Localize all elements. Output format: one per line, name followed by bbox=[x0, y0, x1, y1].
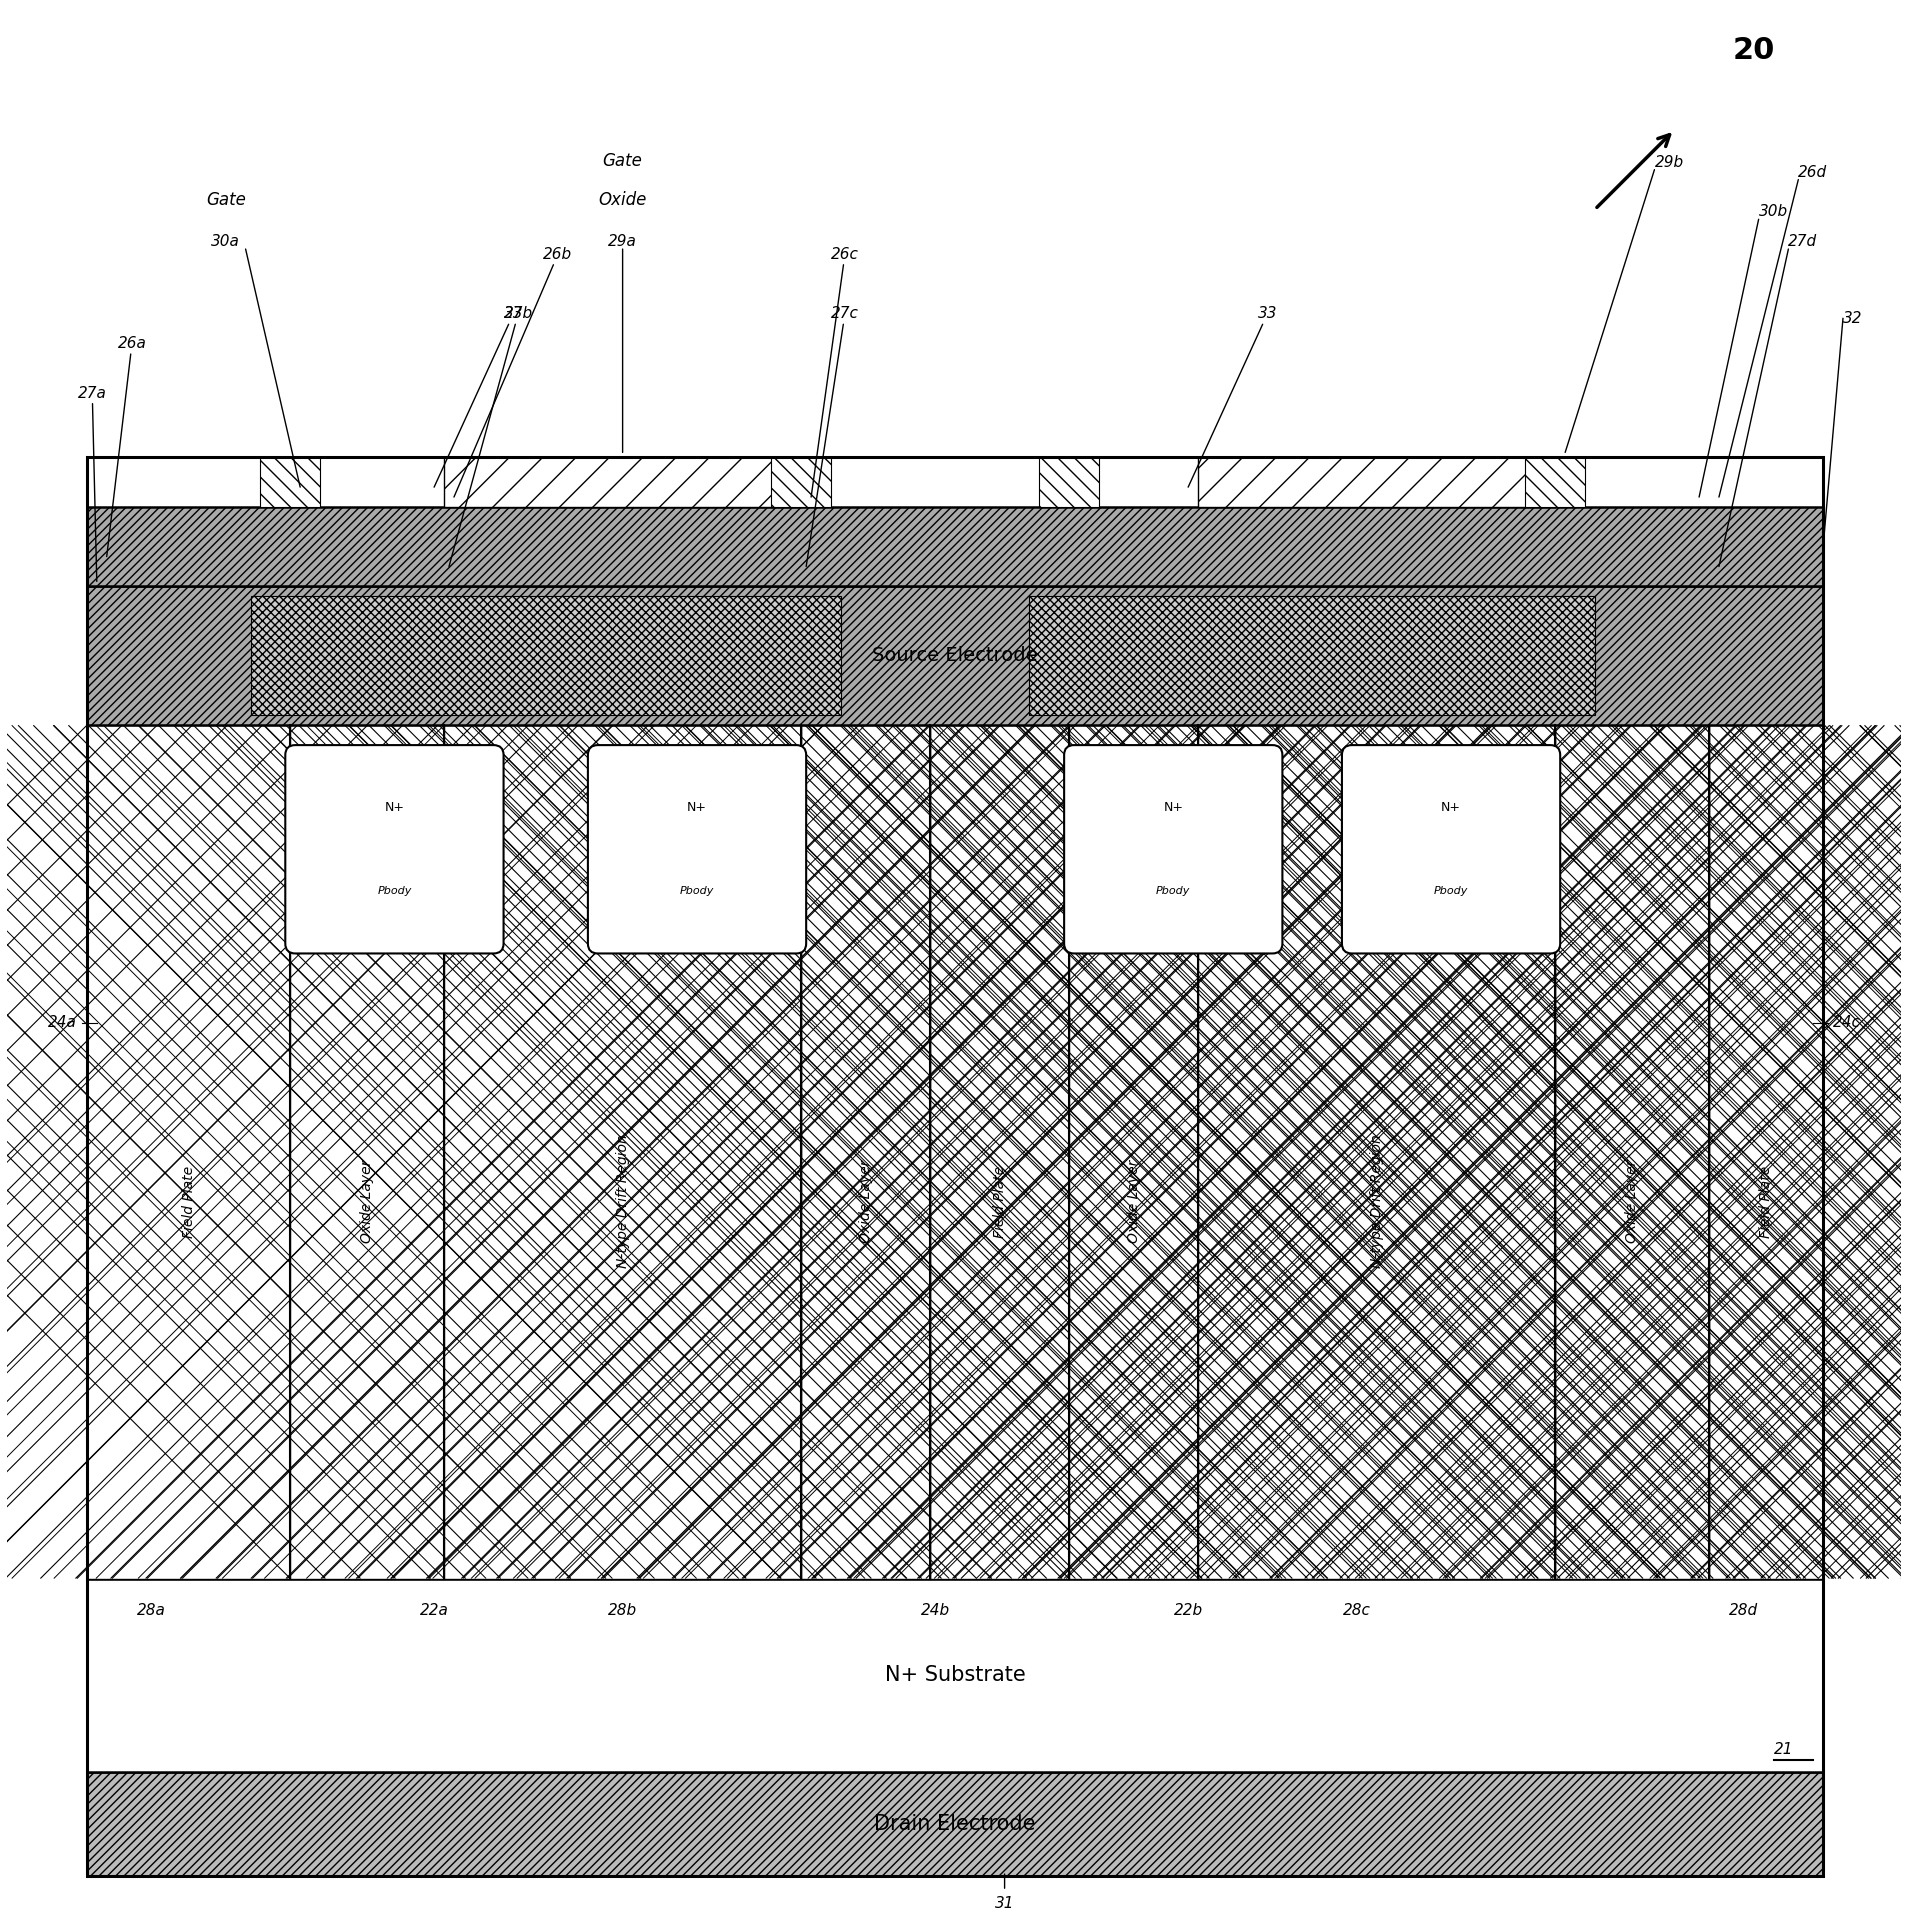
Bar bbox=[290, 726, 444, 1578]
Text: Pbody: Pbody bbox=[679, 887, 713, 896]
FancyBboxPatch shape bbox=[587, 745, 807, 954]
Text: 28c: 28c bbox=[1343, 1603, 1369, 1619]
Text: N+: N+ bbox=[1440, 801, 1461, 814]
Bar bbox=[261, 457, 320, 506]
Bar bbox=[88, 457, 1823, 1877]
Text: Pbody: Pbody bbox=[378, 887, 412, 896]
Text: 27c: 27c bbox=[807, 306, 858, 566]
Text: 31: 31 bbox=[994, 1896, 1015, 1911]
Text: 28a: 28a bbox=[137, 1603, 166, 1619]
Bar bbox=[931, 726, 1068, 1578]
Text: 21: 21 bbox=[1774, 1743, 1793, 1756]
Bar bbox=[1039, 457, 1098, 506]
Text: 24a: 24a bbox=[48, 1015, 76, 1030]
Bar bbox=[290, 726, 444, 1578]
Text: Oxide: Oxide bbox=[599, 191, 646, 210]
Text: Oxide Layer: Oxide Layer bbox=[858, 1160, 871, 1244]
Text: Pbody: Pbody bbox=[1434, 887, 1468, 896]
Bar bbox=[770, 457, 831, 506]
Text: 26b: 26b bbox=[454, 247, 572, 497]
Bar bbox=[1554, 726, 1709, 1578]
Text: N+ Substrate: N+ Substrate bbox=[885, 1664, 1024, 1686]
Bar bbox=[250, 596, 841, 715]
Bar bbox=[1030, 596, 1594, 715]
Text: 26c: 26c bbox=[810, 247, 858, 497]
Text: 26a: 26a bbox=[107, 336, 147, 556]
Bar bbox=[801, 726, 931, 1578]
Bar bbox=[1554, 726, 1709, 1578]
Bar bbox=[444, 726, 801, 1578]
Text: N-type Drift Region: N-type Drift Region bbox=[1369, 1135, 1383, 1269]
Bar bbox=[1709, 726, 1823, 1578]
FancyBboxPatch shape bbox=[1341, 745, 1560, 954]
Text: Field Plate: Field Plate bbox=[1758, 1166, 1772, 1238]
Text: 30b: 30b bbox=[1758, 204, 1787, 220]
Text: 24b: 24b bbox=[919, 1603, 950, 1619]
Text: N+: N+ bbox=[1163, 801, 1182, 814]
Text: 29a: 29a bbox=[608, 233, 637, 248]
Text: Drain Electrode: Drain Electrode bbox=[873, 1814, 1036, 1835]
Text: Field Plate: Field Plate bbox=[181, 1166, 195, 1238]
Text: Gate: Gate bbox=[603, 151, 643, 170]
Bar bbox=[801, 726, 931, 1578]
Text: N+: N+ bbox=[383, 801, 404, 814]
Text: 30a: 30a bbox=[212, 233, 240, 248]
Text: Oxide Layer: Oxide Layer bbox=[360, 1160, 374, 1244]
Bar bbox=[88, 726, 290, 1578]
Bar bbox=[444, 457, 801, 506]
Bar bbox=[1198, 726, 1554, 1578]
Bar bbox=[1198, 457, 1554, 506]
FancyBboxPatch shape bbox=[1064, 745, 1282, 954]
Text: 27b: 27b bbox=[448, 306, 532, 566]
Text: Oxide Layer: Oxide Layer bbox=[1625, 1160, 1638, 1244]
Text: 27a: 27a bbox=[78, 386, 107, 581]
Bar bbox=[1709, 726, 1823, 1578]
Text: 29b: 29b bbox=[1653, 155, 1682, 170]
Bar bbox=[88, 506, 1823, 587]
Text: 33: 33 bbox=[1188, 306, 1276, 487]
Text: 20: 20 bbox=[1732, 36, 1774, 65]
Bar bbox=[88, 1771, 1823, 1877]
FancyBboxPatch shape bbox=[286, 745, 503, 954]
Text: Gate: Gate bbox=[206, 191, 246, 210]
Text: 28b: 28b bbox=[608, 1603, 637, 1619]
Text: 22a: 22a bbox=[420, 1603, 448, 1619]
Text: 26d: 26d bbox=[1798, 164, 1827, 180]
Bar bbox=[1068, 726, 1198, 1578]
Bar bbox=[1068, 726, 1198, 1578]
Text: Field Plate: Field Plate bbox=[992, 1166, 1007, 1238]
Text: N-type Drift Region: N-type Drift Region bbox=[616, 1135, 629, 1269]
Text: 27d: 27d bbox=[1787, 233, 1817, 248]
Text: N+: N+ bbox=[687, 801, 707, 814]
Text: Oxide Layer: Oxide Layer bbox=[1125, 1160, 1140, 1244]
Text: Pbody: Pbody bbox=[1156, 887, 1190, 896]
Bar bbox=[931, 726, 1068, 1578]
Text: 22b: 22b bbox=[1173, 1603, 1201, 1619]
Bar bbox=[444, 726, 801, 1578]
Bar bbox=[88, 1578, 1823, 1771]
Text: 32: 32 bbox=[1842, 311, 1861, 327]
Text: 33: 33 bbox=[435, 306, 523, 487]
Text: Source Electrode: Source Electrode bbox=[871, 646, 1037, 665]
Text: 24c: 24c bbox=[1833, 1015, 1859, 1030]
Bar bbox=[88, 587, 1823, 726]
Text: 28d: 28d bbox=[1728, 1603, 1756, 1619]
Bar bbox=[88, 726, 1823, 1578]
Bar bbox=[1526, 457, 1585, 506]
Bar bbox=[1198, 726, 1554, 1578]
Bar bbox=[88, 726, 290, 1578]
